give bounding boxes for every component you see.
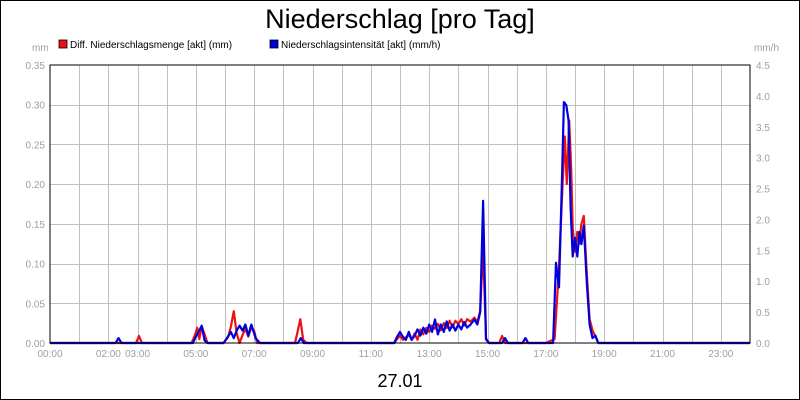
x-tick-label: 11:00: [359, 349, 384, 360]
series-line-niederschlagsintensitaet: [50, 100, 750, 345]
x-tick-label: 21:00: [650, 349, 675, 360]
legend-label-intensitaet: Niederschlagsintensität [akt] (mm/h): [281, 40, 441, 51]
date-label: 27.01: [377, 371, 422, 391]
x-tick-label: 09:00: [300, 349, 325, 360]
y-left-tick-label: 0.10: [26, 260, 46, 271]
y-right-tick-label: 4.5: [756, 61, 770, 72]
x-tick-label: 00:00: [37, 349, 62, 360]
y-right-tick-label: 0.5: [756, 308, 770, 319]
y-right-tick-label: 4.0: [756, 92, 770, 103]
legend-swatch-blue: [269, 39, 279, 49]
x-tick-label: 02:00: [96, 349, 121, 360]
y-right-tick-label: 2.5: [756, 185, 770, 196]
legend-swatch-red: [58, 39, 68, 49]
x-tick-label: 07:00: [242, 349, 267, 360]
y-right-tick-label: 3.0: [756, 154, 770, 165]
y-left-tick-label: 0.35: [26, 61, 46, 72]
y-right-tick-label: 3.5: [756, 123, 770, 134]
y-left-tick-label: 0.00: [26, 339, 46, 350]
legend: Diff. Niederschlagsmenge [akt] (mm) Nied…: [58, 39, 441, 51]
legend-label-menge: Diff. Niederschlagsmenge [akt] (mm): [70, 40, 232, 51]
x-tick-label: 13:00: [417, 349, 442, 360]
y-right-tick-label: 1.0: [756, 277, 770, 288]
right-axis-unit: mm/h: [754, 43, 779, 54]
y-right-tick-label: 1.5: [756, 246, 770, 257]
x-tick-label: 19:00: [592, 349, 617, 360]
plot-area-border: [49, 64, 751, 344]
y-left-tick-label: 0.20: [26, 180, 46, 191]
chart-title: Niederschlag [pro Tag]: [265, 4, 535, 34]
x-tick-label: 15:00: [475, 349, 500, 360]
y-left-tick-label: 0.25: [26, 140, 46, 151]
x-tick-label: 17:00: [533, 349, 558, 360]
y-left-tick-label: 0.15: [26, 220, 46, 231]
series-lines: [50, 100, 750, 345]
y-left-tick-label: 0.30: [26, 101, 46, 112]
axis-tick-labels: 0.00 0.05 0.10 0.15 0.20 0.25 0.30 0.35 0.0 0.5 1.…: [26, 61, 771, 360]
y-left-tick-label: 0.05: [26, 299, 46, 310]
y-right-tick-label: 0.0: [756, 339, 770, 350]
x-tick-label: 03:00: [125, 349, 150, 360]
grid: [50, 65, 750, 343]
x-tick-label: 23:00: [708, 349, 733, 360]
left-axis-unit: mm: [32, 43, 49, 54]
x-tick-label: 05:00: [183, 349, 208, 360]
y-right-tick-label: 2.0: [756, 215, 770, 226]
